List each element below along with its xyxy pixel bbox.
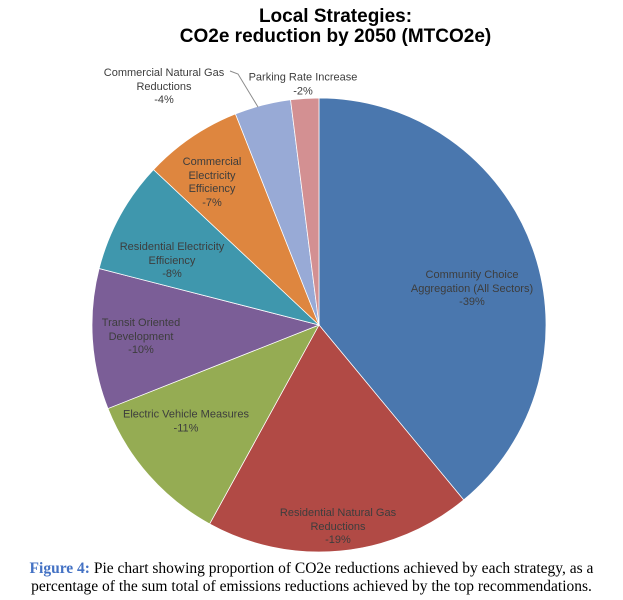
- caption-figure-number: Figure 4:: [29, 560, 90, 577]
- pie-slice-0: [318, 97, 547, 501]
- caption-text-line-1: Pie chart showing proportion of CO2e red…: [93, 560, 594, 577]
- pie-slice-1: [209, 324, 465, 553]
- pie-slice-4: [98, 169, 320, 326]
- chart-title-line-2: CO2e reduction by 2050 (MTCO2e): [179, 26, 492, 47]
- label-leader-line: [229, 70, 259, 108]
- pie-slice-2: [107, 324, 320, 525]
- pie-slice-3: [91, 268, 321, 410]
- chart-title-line-1: Local Strategies:: [258, 6, 413, 27]
- pie-slice-7: [290, 97, 320, 326]
- chart-title: Local Strategies: CO2e reduction by 2050…: [48, 7, 623, 47]
- caption-text-line-2: percentage of the sum total of emissions…: [31, 578, 592, 595]
- figure-caption: Figure 4: Pie chart showing proportion o…: [0, 560, 623, 596]
